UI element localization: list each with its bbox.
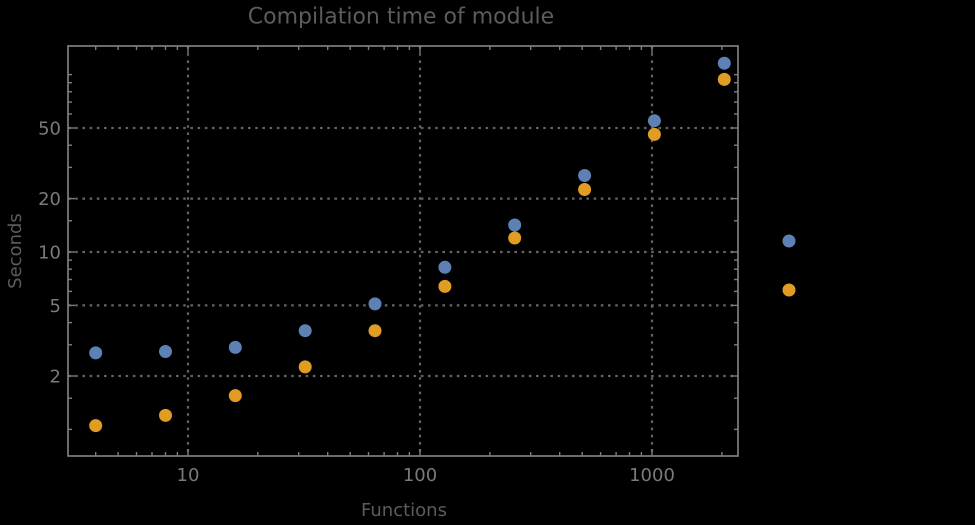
data-point-series-2-x1024 [647,127,661,141]
legend-marker-2 [782,283,796,297]
data-point-series-2-x16 [228,389,242,403]
y-tick-label-50: 50 [38,119,61,140]
data-point-series-1-x128 [438,260,452,274]
data-point-series-1-x256 [508,218,522,232]
legend-marker-1 [782,234,796,248]
data-point-series-1-x32 [298,324,312,338]
data-point-series-1-x16 [228,340,242,354]
data-point-series-1-x2048 [717,56,731,70]
data-point-series-1-x512 [578,169,592,182]
data-point-series-1-x1024 [647,114,661,128]
y-tick-label-20: 20 [38,189,61,210]
data-point-series-2-x32 [298,360,312,374]
axis-tick-labels: 10 100 1000 2 5 10 20 50 [38,119,675,487]
legend [782,234,796,297]
x-tick-label-1000: 1000 [629,465,675,486]
x-tick-label-10: 10 [177,465,200,486]
data-point-series-1-x4 [89,346,103,360]
data-point-series-1-x64 [368,297,382,311]
data-point-series-2-x8 [159,408,172,422]
y-tick-label-5: 5 [50,296,61,317]
data-point-series-2-x2048 [717,72,731,86]
y-tick-label-10: 10 [38,243,61,264]
x-axis-label: Functions [361,500,447,521]
data-point-series-2-x128 [438,279,452,293]
y-axis-label: Seconds [5,213,26,289]
plot-frame [67,45,739,457]
chart-title: Compilation time of module [248,5,554,30]
data-points [89,56,731,433]
x-tick-label-100: 100 [403,465,437,486]
data-point-series-2-x256 [508,231,522,245]
y-tick-label-2: 2 [50,367,61,388]
gridlines [68,46,738,456]
data-point-series-1-x8 [159,345,172,358]
data-point-series-2-x4 [89,419,103,433]
data-point-series-2-x64 [368,324,382,338]
data-point-series-2-x512 [578,183,592,196]
axis-ticks [68,46,738,456]
plot-frame-layer [67,45,739,457]
